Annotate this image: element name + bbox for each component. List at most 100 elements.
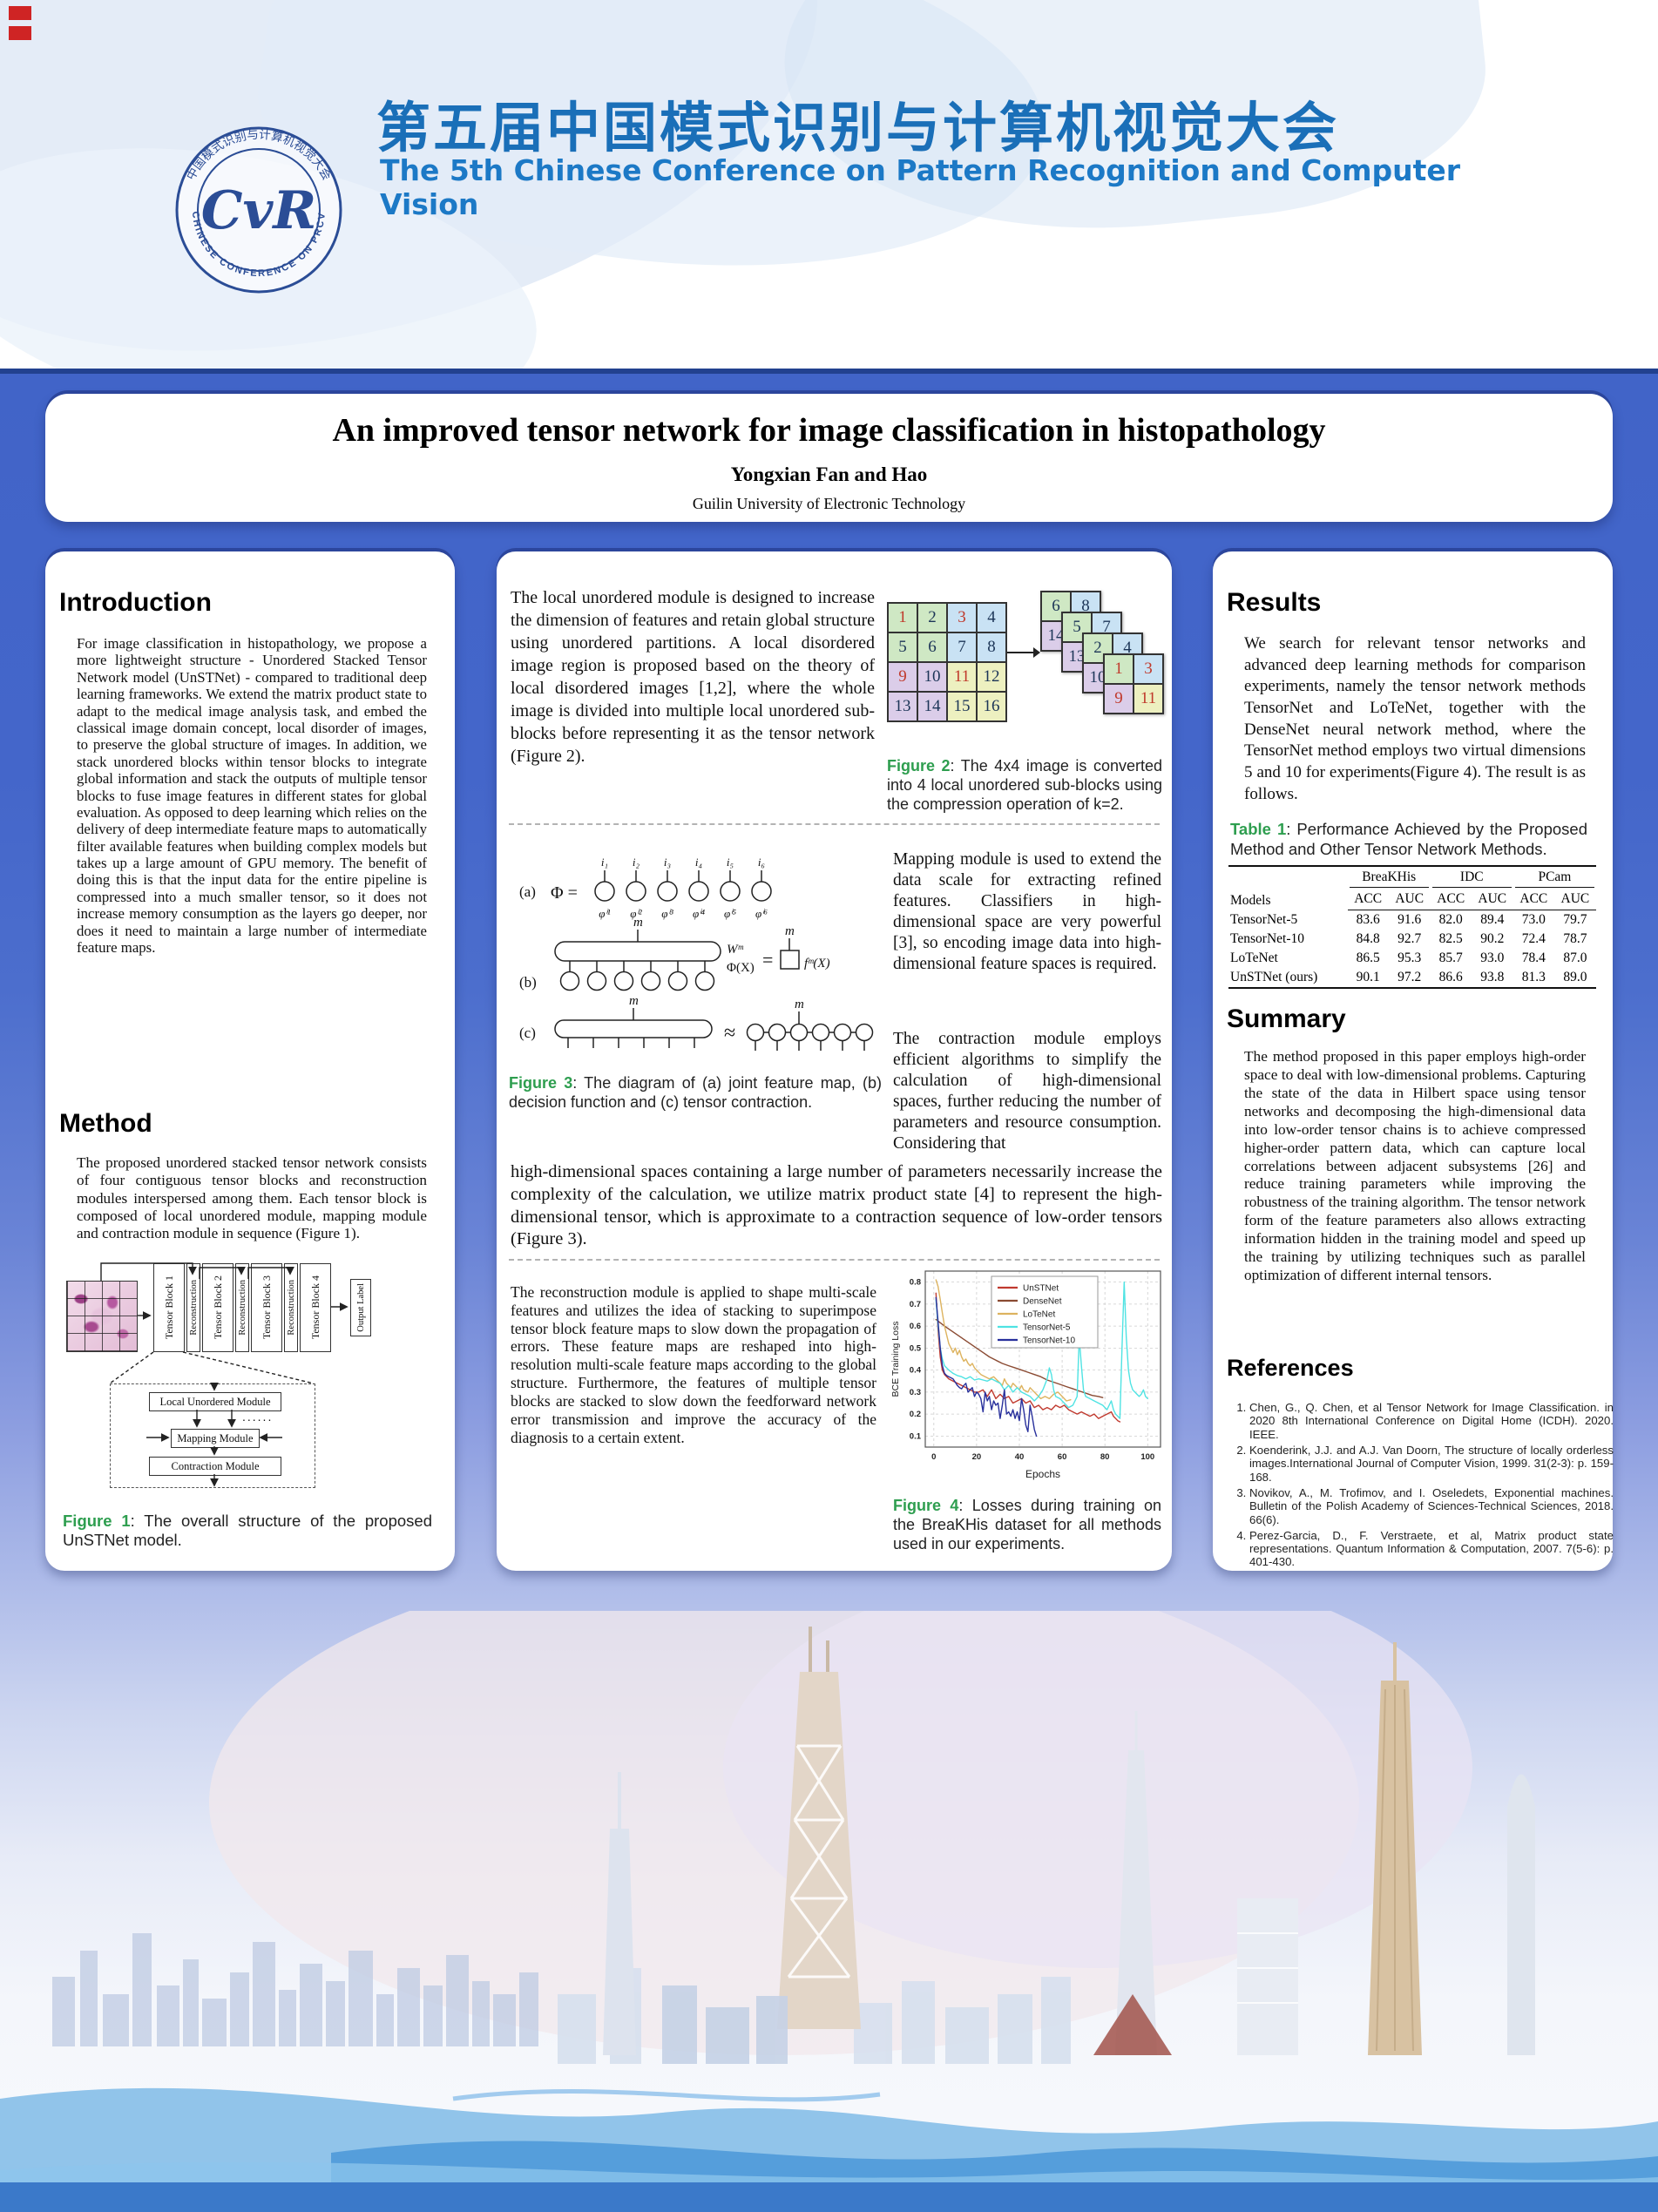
svg-text:0.8: 0.8 xyxy=(910,1278,921,1288)
figure2-subblock-cell: 3 xyxy=(1134,654,1163,684)
local-unordered-module-box: Local Unordered Module xyxy=(149,1392,281,1411)
results-summary-card: Results We search for relevant tensor ne… xyxy=(1213,551,1614,1571)
svg-text:100: 100 xyxy=(1140,1452,1154,1462)
tensor-block-4-label: Tensor Block 4 xyxy=(308,1275,321,1340)
table-cell-value: 93.0 xyxy=(1480,950,1505,965)
figure2-grid-cell: 1 xyxy=(888,603,917,632)
figure2-caption-label: Figure 2 xyxy=(887,757,951,775)
svg-text:0.4: 0.4 xyxy=(910,1366,922,1376)
svg-text:i₄: i₄ xyxy=(695,856,703,869)
table-subheader-acc: ACC xyxy=(1513,890,1554,910)
figure3-caption-label: Figure 3 xyxy=(509,1074,573,1092)
tensor-block-2-label: Tensor Block 2 xyxy=(211,1275,224,1340)
table-subheader-auc: AUC xyxy=(1388,890,1431,910)
svg-text:φⁱ³: φⁱ³ xyxy=(661,907,674,920)
conference-title-english: The 5th Chinese Conference on Pattern Re… xyxy=(380,153,1460,221)
figure2-grid-cell: 13 xyxy=(888,692,917,721)
performance-table: Models BreaKHis IDC PCam ACC AUC ACC AUC… xyxy=(1228,865,1596,989)
table-header-models: Models xyxy=(1230,892,1271,908)
cityscape-illustration xyxy=(0,1611,1658,2212)
figure2-4x4-grid: 1 2 3 4 5 6 7 8 9 10 11 12 13 14 15 16 xyxy=(887,602,1007,722)
svg-text:φⁱ²: φⁱ² xyxy=(630,907,643,920)
reconstruction-3: Reconstruction xyxy=(284,1263,298,1352)
tensor-block-2: Tensor Block 2 xyxy=(202,1263,233,1352)
figure1-caption-text: : The overall structure of the proposed … xyxy=(63,1512,432,1550)
svg-text:DenseNet: DenseNet xyxy=(1023,1297,1062,1307)
svg-text:i₃: i₃ xyxy=(664,856,671,869)
footer-bar xyxy=(0,2182,1658,2212)
reconstruction-1: Reconstruction xyxy=(186,1263,200,1352)
tensor-block-3: Tensor Block 3 xyxy=(251,1263,282,1352)
mapping-module-box: Mapping Module xyxy=(171,1429,260,1448)
tensor-block-1: Tensor Block 1 xyxy=(153,1263,185,1352)
output-label-box: Output Label xyxy=(350,1279,371,1336)
figure4-caption: Figure 4: Losses during training on the … xyxy=(893,1497,1161,1554)
figure2-grid-cell: 9 xyxy=(888,662,917,692)
reference-item: Koenderink, J.J. and A.J. Van Doorn, The… xyxy=(1249,1444,1614,1484)
title-card: An improved tensor network for image cla… xyxy=(45,394,1613,522)
header-divider xyxy=(0,369,1658,374)
figure1-caption-label: Figure 1 xyxy=(63,1512,131,1530)
table1-caption-label: Table 1 xyxy=(1230,820,1287,838)
contraction-module-box: Contraction Module xyxy=(149,1457,281,1476)
figure2-grid-cell: 5 xyxy=(888,632,917,662)
results-heading: Results xyxy=(1227,588,1322,617)
table-cell-model: TensorNet-10 xyxy=(1230,931,1305,946)
table-cell-model: UnSTNet (ours) xyxy=(1230,970,1318,984)
svg-text:i₆: i₆ xyxy=(758,856,765,869)
svg-text:0.7: 0.7 xyxy=(910,1300,921,1309)
table-cell-model: LoTeNet xyxy=(1230,950,1278,965)
svg-text:φⁱ⁶: φⁱ⁶ xyxy=(755,907,768,920)
modules-card: The local unordered module is designed t… xyxy=(497,551,1172,1571)
figure3-phix-label: Φ(X) xyxy=(727,961,755,975)
introduction-paragraph: For image classification in histopatholo… xyxy=(77,635,427,957)
figure2-grid-cell: 11 xyxy=(947,662,977,692)
prcv-conference-logo: 中国模式识别与计算机视觉大会 CHINESE CONFERENCE ON PRC… xyxy=(175,126,342,294)
header-banner: 中国模式识别与计算机视觉大会 CHINESE CONFERENCE ON PRC… xyxy=(0,0,1658,369)
svg-text:TensorNet-10: TensorNet-10 xyxy=(1023,1336,1075,1346)
svg-text:UnSTNet: UnSTNet xyxy=(1023,1284,1059,1294)
table-subheader-acc: ACC xyxy=(1430,890,1472,910)
table-subheader-acc: ACC xyxy=(1347,890,1389,910)
figure4-caption-label: Figure 4 xyxy=(893,1497,959,1514)
ellipsis-dots: ...... xyxy=(242,1410,274,1424)
reference-item: Perez-Garcia, D., F. Verstraete, et al, … xyxy=(1249,1529,1614,1569)
figure2-caption-text: : The 4x4 image is converted into 4 loca… xyxy=(887,757,1162,813)
figure2-grid-cell: 3 xyxy=(947,603,977,632)
figure1-architecture-diagram: Tensor Block 1 Reconstruction Tensor Blo… xyxy=(59,1253,441,1507)
figure3-row-a-label: (a) xyxy=(519,883,536,900)
figure3-caption: Figure 3: The diagram of (a) joint featu… xyxy=(509,1074,882,1113)
table-cell-value: 81.3 xyxy=(1521,970,1546,984)
figure2-grid-cell: 12 xyxy=(977,662,1006,692)
figure3-m-label2: m xyxy=(785,924,795,938)
table-cell-value: 82.5 xyxy=(1438,931,1463,946)
figure3-equals: = xyxy=(762,949,773,971)
reconstruction-2: Reconstruction xyxy=(235,1263,249,1352)
figure2-subblock-cell: 9 xyxy=(1104,684,1134,714)
reconstruction-paragraph: The reconstruction module is applied to … xyxy=(511,1283,876,1446)
table-cell-value: 72.4 xyxy=(1521,931,1546,946)
figure2-caption: Figure 2: The 4x4 image is converted int… xyxy=(887,757,1162,815)
output-label-text: Output Label xyxy=(355,1283,366,1332)
reconstruction-1-label: Reconstruction xyxy=(188,1280,199,1336)
table-cell-value: 87.0 xyxy=(1563,950,1587,965)
table-cell-value: 85.7 xyxy=(1438,950,1463,965)
table-cell-value: 91.6 xyxy=(1397,912,1422,927)
table-cell-value: 82.0 xyxy=(1438,912,1463,927)
references-heading: References xyxy=(1227,1355,1354,1381)
table-row: UnSTNet (ours) 90.1 97.2 86.6 93.8 81.3 89.0 xyxy=(1228,968,1596,988)
svg-text:φⁱ⁵: φⁱ⁵ xyxy=(724,907,737,920)
svg-text:i₂: i₂ xyxy=(633,856,640,869)
svg-text:0.1: 0.1 xyxy=(910,1431,922,1441)
table-cell-value: 78.4 xyxy=(1521,950,1546,965)
svg-text:φⁱ⁴: φⁱ⁴ xyxy=(693,907,706,920)
table-header-pcam: PCam xyxy=(1513,866,1596,890)
table-cell-value: 86.6 xyxy=(1438,970,1463,984)
figure2-subblock-cell: 1 xyxy=(1104,654,1134,684)
histology-input-image xyxy=(66,1281,138,1352)
figure3-approx: ≈ xyxy=(724,1022,735,1045)
results-paragraph: We search for relevant tensor networks a… xyxy=(1244,634,1586,803)
table-cell-value: 89.0 xyxy=(1563,970,1587,984)
